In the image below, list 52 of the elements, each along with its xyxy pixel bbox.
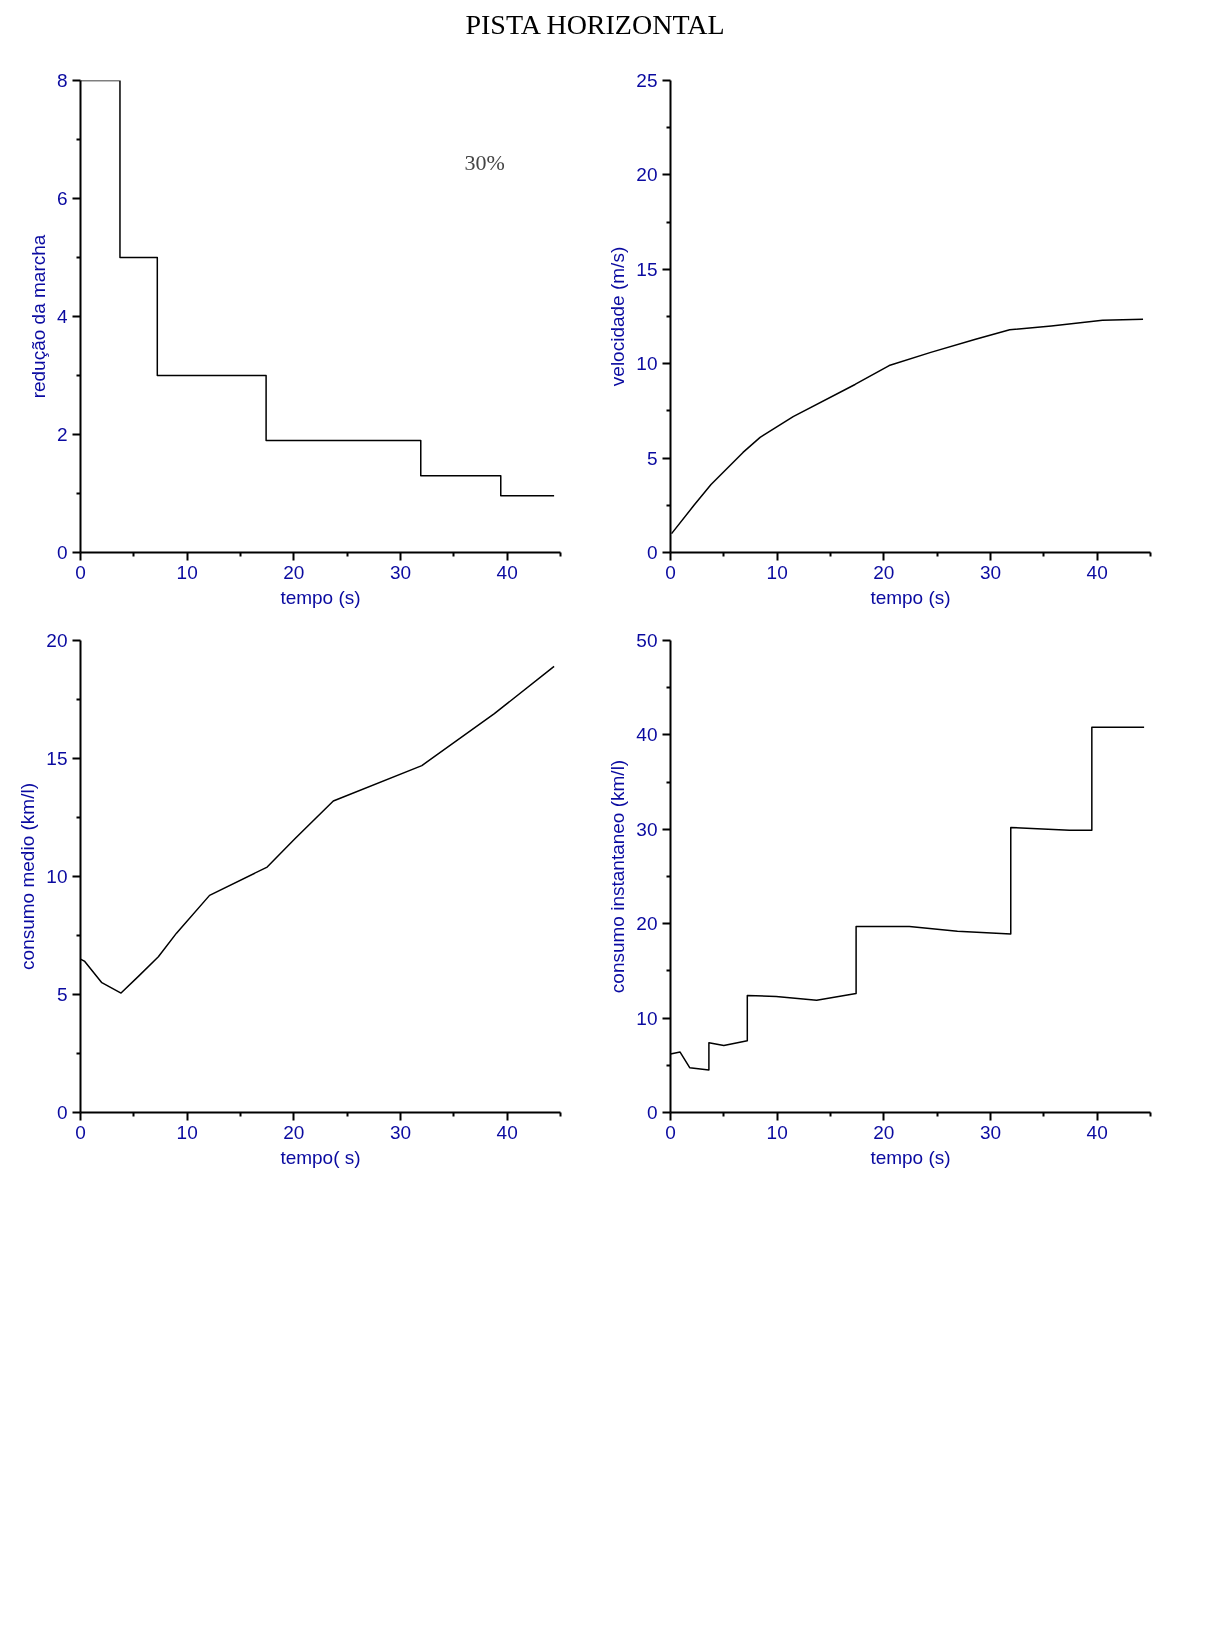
y-tick-label: 0 <box>56 542 68 563</box>
y-tick-label: 0 <box>646 1102 658 1123</box>
x-tick-label: 20 <box>283 1121 305 1143</box>
x-tick-label: 10 <box>176 1121 198 1143</box>
x-tick-label: 20 <box>873 561 895 583</box>
y-tick-label: 15 <box>46 748 68 769</box>
x-axis-title: tempo( s) <box>280 1146 361 1168</box>
y-tick-label: 10 <box>46 866 68 887</box>
chart-title: PISTA HORIZONTAL <box>464 8 726 42</box>
y-tick-label: 2 <box>56 424 68 445</box>
x-axis-title: tempo (s) <box>870 586 951 608</box>
y-tick-label: 5 <box>646 447 658 469</box>
y-tick-label: 50 <box>636 630 658 651</box>
x-tick-label: 30 <box>979 561 1002 583</box>
y-axis-title: velocidade (m/s) <box>607 246 629 387</box>
y-tick-label: 6 <box>56 188 68 209</box>
y-tick-label: 25 <box>636 70 658 91</box>
y-tick-label: 8 <box>56 70 68 91</box>
x-tick-label: 30 <box>389 1121 412 1143</box>
x-tick-label: 0 <box>665 561 676 583</box>
x-tick-label: 40 <box>1086 561 1108 583</box>
x-axis-title: tempo (s) <box>280 586 361 608</box>
x-tick-label: 30 <box>979 1121 1002 1143</box>
x-tick-label: 20 <box>283 561 305 583</box>
x-tick-label: 10 <box>766 561 788 583</box>
x-tick-label: 0 <box>75 561 86 583</box>
y-tick-label: 4 <box>56 306 68 327</box>
x-tick-label: 10 <box>766 1121 788 1143</box>
x-tick-label: 30 <box>389 561 412 583</box>
y-tick-label: 20 <box>46 630 68 651</box>
x-tick-label: 20 <box>873 1121 895 1143</box>
y-tick-label: 20 <box>636 164 658 186</box>
y-tick-label: 10 <box>636 1007 658 1029</box>
y-tick-label: 10 <box>636 353 658 375</box>
annotation: 30% <box>464 149 505 175</box>
y-axis-title: redução da marcha <box>27 234 49 399</box>
x-tick-label: 10 <box>176 561 198 583</box>
y-tick-label: 0 <box>56 1102 68 1123</box>
y-axis-title: consumo medio (km/l) <box>17 783 39 970</box>
y-tick-label: 0 <box>646 542 658 563</box>
y-tick-label: 20 <box>636 913 658 935</box>
x-axis-title: tempo (s) <box>870 1146 951 1168</box>
y-tick-label: 5 <box>56 984 68 1005</box>
x-tick-label: 0 <box>75 1121 86 1143</box>
y-tick-label: 15 <box>636 258 658 280</box>
x-tick-label: 40 <box>496 561 518 583</box>
x-tick-label: 40 <box>1086 1121 1108 1143</box>
x-tick-label: 0 <box>665 1121 676 1143</box>
y-tick-label: 40 <box>636 724 658 746</box>
x-tick-label: 40 <box>496 1121 518 1143</box>
y-axis-title: consumo instantaneo (km/l) <box>607 759 629 994</box>
y-tick-label: 30 <box>636 818 658 840</box>
